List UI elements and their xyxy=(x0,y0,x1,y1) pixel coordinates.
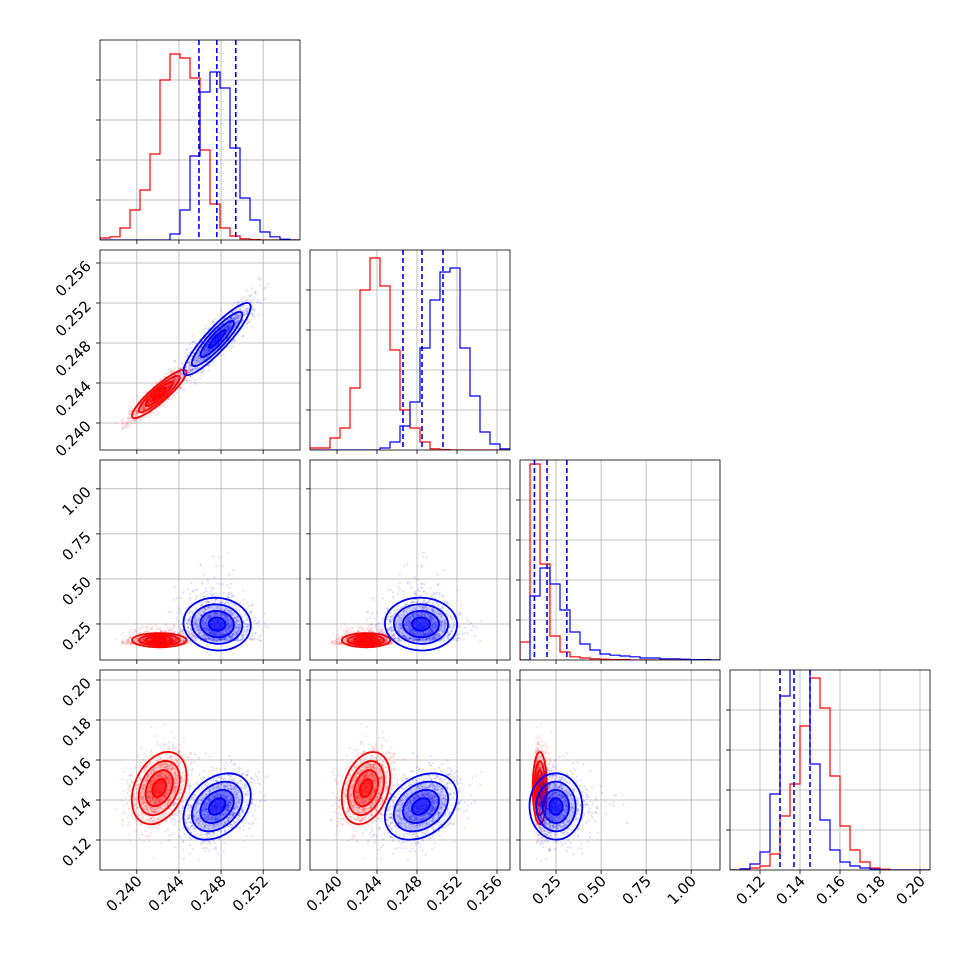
y-tick-label: 0.25 xyxy=(58,618,94,654)
panel-2-0: 0.25 0.50 0.75 1.00 xyxy=(58,459,301,664)
panel-frame xyxy=(99,459,301,661)
contour xyxy=(411,616,431,632)
contour xyxy=(531,751,548,826)
y-tick-label: 0.20 xyxy=(58,674,94,710)
y-tick-label: 0.16 xyxy=(58,754,94,790)
contour xyxy=(340,632,392,649)
y-tick-label: 0.256 xyxy=(52,257,95,300)
histogram-blue xyxy=(310,267,510,450)
contour xyxy=(383,772,459,841)
panel-0-0 xyxy=(96,39,301,244)
contour xyxy=(151,637,167,643)
grid-lines xyxy=(100,40,300,240)
x-tick-label: 0.12 xyxy=(732,872,768,908)
panel-2-2 xyxy=(516,459,721,664)
x-tick-label: 0.75 xyxy=(619,872,655,908)
x-tick-label: 0.248 xyxy=(383,872,426,915)
ticks xyxy=(306,289,498,454)
x-tick-label: 1.00 xyxy=(664,872,700,908)
contour xyxy=(131,368,188,420)
x-tick-label: 0.240 xyxy=(303,872,346,915)
contour xyxy=(359,778,373,799)
ticks: 0.12 0.14 0.16 0.18 0.20 xyxy=(726,709,929,908)
contour xyxy=(384,596,458,652)
y-tick-label: 0.18 xyxy=(58,714,94,750)
contour xyxy=(207,329,227,349)
contour xyxy=(207,797,227,816)
contour xyxy=(340,751,392,826)
panel-3-2: 0.25 0.50 0.75 1.00 xyxy=(516,669,721,908)
panel-frame xyxy=(309,669,511,871)
contour xyxy=(182,772,252,841)
panel-frame xyxy=(309,459,511,661)
x-tick-label: 0.240 xyxy=(103,872,146,915)
x-tick-label: 0.20 xyxy=(892,872,928,908)
grid-lines xyxy=(100,670,300,870)
y-tick-label: 0.252 xyxy=(52,297,95,340)
y-tick-label: 0.240 xyxy=(52,417,95,460)
y-tick-label: 0.75 xyxy=(58,528,94,564)
contour xyxy=(528,772,584,841)
histogram-red xyxy=(730,677,930,870)
x-tick-label: 0.248 xyxy=(187,872,230,915)
contour xyxy=(548,797,564,816)
x-tick-label: 0.14 xyxy=(772,872,808,908)
ticks xyxy=(96,79,264,244)
panel-frame xyxy=(99,249,301,451)
ticks xyxy=(306,488,498,664)
ticks xyxy=(516,499,692,664)
contour xyxy=(130,751,188,826)
histogram-blue xyxy=(100,71,300,240)
contour xyxy=(182,302,252,376)
y-tick-label: 0.14 xyxy=(58,794,94,830)
panel-frame xyxy=(729,669,931,871)
panel-3-3: 0.12 0.14 0.16 0.18 0.20 xyxy=(726,669,931,908)
histogram-red xyxy=(310,257,510,450)
grid-lines xyxy=(100,250,300,450)
panel-1-1 xyxy=(306,249,511,454)
contour xyxy=(359,637,373,643)
histogram-blue xyxy=(730,670,930,870)
grid-lines xyxy=(310,250,510,450)
contour xyxy=(151,387,167,401)
x-tick-label: 0.252 xyxy=(423,872,466,915)
histogram-red xyxy=(100,53,300,240)
histogram-blue xyxy=(520,567,720,660)
contour xyxy=(131,632,188,649)
panel-frame xyxy=(519,459,721,661)
panel-frame xyxy=(309,249,511,451)
histogram-red xyxy=(520,463,720,660)
panel-3-0: 0.240 0.244 0.248 0.252 0.12 0.14 0.16 0.18 0.20 xyxy=(58,669,301,915)
x-tick-label: 0.252 xyxy=(229,872,272,915)
panel-frame xyxy=(519,669,721,871)
x-tick-label: 0.16 xyxy=(812,872,848,908)
grid-lines xyxy=(520,460,720,660)
y-tick-label: 0.50 xyxy=(58,573,94,609)
contour xyxy=(151,778,167,799)
x-tick-label: 0.256 xyxy=(463,872,506,915)
y-tick-label: 0.12 xyxy=(58,834,94,870)
x-tick-label: 0.244 xyxy=(343,872,386,915)
y-tick-label: 0.248 xyxy=(52,337,95,380)
panel-2-1 xyxy=(306,459,511,664)
contour xyxy=(207,616,227,632)
x-tick-label: 0.244 xyxy=(145,872,188,915)
panel-frame xyxy=(99,669,301,871)
y-tick-label: 1.00 xyxy=(58,483,94,519)
grid-lines xyxy=(310,670,510,870)
x-tick-label: 0.18 xyxy=(852,872,888,908)
y-tick-label: 0.244 xyxy=(52,377,95,420)
contour xyxy=(182,596,252,652)
contour xyxy=(411,797,431,816)
x-tick-label: 0.50 xyxy=(574,872,610,908)
panel-frame xyxy=(99,39,301,241)
x-tick-label: 0.25 xyxy=(529,872,565,908)
